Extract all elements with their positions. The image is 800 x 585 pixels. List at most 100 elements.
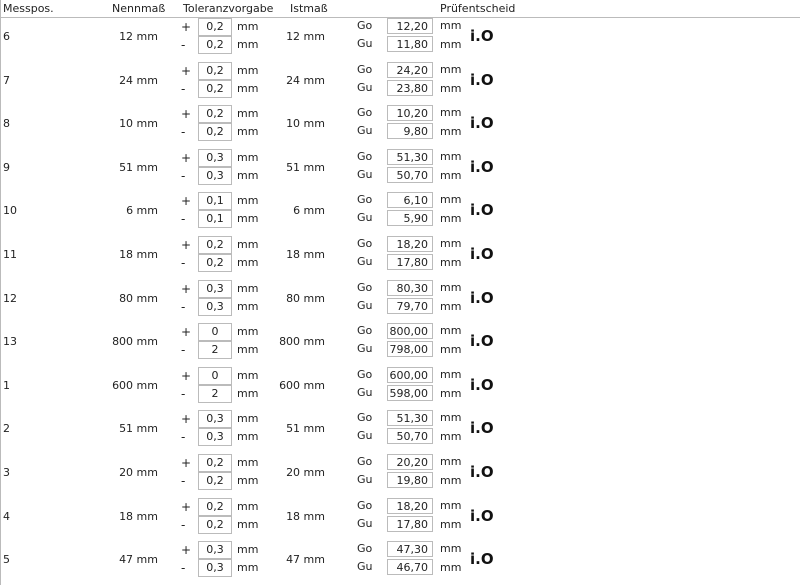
tolerance-plus-input[interactable]: 0 [198, 323, 232, 342]
go-input[interactable]: 20,20 [387, 454, 433, 470]
tolerance-plus-input[interactable]: 0,2 [198, 105, 232, 124]
nennmass: 6 mm [126, 204, 158, 218]
tolerance-minus-input[interactable]: 0,2 [198, 472, 232, 490]
unit: mm [237, 343, 259, 357]
unit: mm [237, 20, 259, 33]
header-nennmass: Nennmaß [112, 2, 166, 15]
istmass: 18 mm [286, 248, 325, 261]
unit: mm [237, 543, 259, 557]
tolerance-minus-input[interactable]: 0,3 [198, 166, 232, 185]
go-label: Go [357, 455, 373, 468]
tolerance-plus-input[interactable]: 0,2 [198, 18, 232, 36]
go-label: Go [357, 106, 373, 120]
tolerance-plus-input[interactable]: 0,3 [198, 279, 232, 298]
tolerance-plus-input[interactable]: 0,2 [198, 454, 232, 472]
unit: mm [440, 280, 462, 294]
nennmass: 18 mm [119, 509, 158, 523]
gu-input[interactable]: 50,70 [387, 428, 433, 445]
go-label: Go [357, 280, 373, 294]
minus-sign: - [181, 343, 186, 358]
tolerance-minus-input[interactable]: 0,2 [198, 515, 232, 534]
pruefentscheid-result: i.O [470, 288, 494, 307]
gu-input[interactable]: 17,80 [387, 254, 433, 270]
pruefentscheid-result: i.O [470, 114, 494, 133]
nennmass: 800 mm [112, 335, 158, 349]
istmass: 6 mm [293, 204, 325, 218]
minus-sign: - [181, 386, 186, 401]
messpos: 9 [3, 160, 10, 174]
unit: mm [237, 281, 259, 295]
gu-input[interactable]: 19,80 [387, 472, 433, 488]
unit: mm [440, 125, 462, 139]
tolerance-minus-input[interactable]: 0,1 [198, 210, 232, 229]
unit: mm [237, 325, 259, 339]
tolerance-plus-input[interactable]: 0,1 [198, 192, 232, 211]
tolerance-minus-input[interactable]: 0,2 [198, 36, 232, 54]
messpos: 5 [3, 553, 10, 567]
tolerance-minus-input[interactable]: 0,3 [198, 297, 232, 316]
tolerance-minus-input[interactable]: 2 [198, 384, 232, 403]
gu-input[interactable]: 17,80 [387, 515, 433, 532]
tolerance-plus-input[interactable]: 0,3 [198, 410, 232, 429]
tolerance-minus-input[interactable]: 2 [198, 341, 232, 360]
unit: mm [440, 38, 462, 51]
tolerance-plus-input[interactable]: 0,2 [198, 236, 232, 254]
tolerance-plus-input[interactable]: 0 [198, 366, 232, 385]
gu-input[interactable]: 11,80 [387, 36, 433, 52]
go-input[interactable]: 18,20 [387, 497, 433, 514]
gu-input[interactable]: 50,70 [387, 166, 433, 183]
go-input[interactable]: 600,00 [387, 366, 433, 383]
go-input[interactable]: 51,30 [387, 410, 433, 427]
unit: mm [237, 474, 259, 487]
plus-sign: + [181, 107, 192, 122]
go-label: Go [357, 149, 373, 163]
tolerance-plus-input[interactable]: 0,3 [198, 148, 232, 167]
messpos: 1 [3, 378, 10, 392]
messpos: 8 [3, 117, 10, 131]
unit: mm [237, 499, 259, 513]
tolerance-minus-input[interactable]: 0,2 [198, 79, 232, 98]
go-input[interactable]: 51,30 [387, 148, 433, 165]
gu-input[interactable]: 598,00 [387, 384, 433, 401]
go-label: Go [357, 237, 373, 250]
messpos: 12 [3, 291, 17, 305]
gu-input[interactable]: 798,00 [387, 341, 433, 358]
tolerance-minus-input[interactable]: 0,3 [198, 428, 232, 447]
nennmass: 24 mm [119, 73, 158, 87]
tolerance-minus-input[interactable]: 0,3 [198, 559, 232, 578]
table-row: 7 24 mm + - 0,2 0,2 mm mm 24 mm Go Gu 24… [0, 61, 800, 101]
gu-input[interactable]: 46,70 [387, 559, 433, 576]
gu-input[interactable]: 5,90 [387, 210, 433, 227]
go-input[interactable]: 6,10 [387, 192, 433, 209]
go-input[interactable]: 800,00 [387, 323, 433, 340]
unit: mm [440, 430, 462, 444]
tolerance-plus-input[interactable]: 0,2 [198, 61, 232, 80]
tolerance-plus-input[interactable]: 0,3 [198, 541, 232, 560]
tolerance-plus-input[interactable]: 0,2 [198, 497, 232, 516]
go-label: Go [357, 62, 373, 76]
minus-sign: - [181, 561, 186, 576]
unit: mm [237, 238, 259, 251]
go-input[interactable]: 47,30 [387, 541, 433, 558]
tolerance-minus-input[interactable]: 0,2 [198, 254, 232, 272]
go-input[interactable]: 80,30 [387, 279, 433, 296]
gu-input[interactable]: 23,80 [387, 79, 433, 96]
messpos: 2 [3, 422, 10, 436]
unit: mm [237, 63, 259, 77]
unit: mm [440, 474, 462, 487]
go-input[interactable]: 12,20 [387, 18, 433, 34]
unit: mm [440, 62, 462, 76]
gu-label: Gu [357, 80, 373, 94]
go-input[interactable]: 10,20 [387, 105, 433, 122]
table-row: 2 51 mm + - 0,3 0,3 mm mm 51 mm Go Gu 51… [0, 409, 800, 449]
plus-sign: + [181, 499, 192, 514]
gu-input[interactable]: 79,70 [387, 297, 433, 314]
unit: mm [237, 81, 259, 95]
go-input[interactable]: 18,20 [387, 236, 433, 252]
gu-input[interactable]: 9,80 [387, 123, 433, 140]
go-input[interactable]: 24,20 [387, 61, 433, 78]
nennmass: 20 mm [119, 466, 158, 479]
go-label: Go [357, 542, 373, 556]
tolerance-minus-input[interactable]: 0,2 [198, 123, 232, 142]
unit: mm [237, 38, 259, 51]
